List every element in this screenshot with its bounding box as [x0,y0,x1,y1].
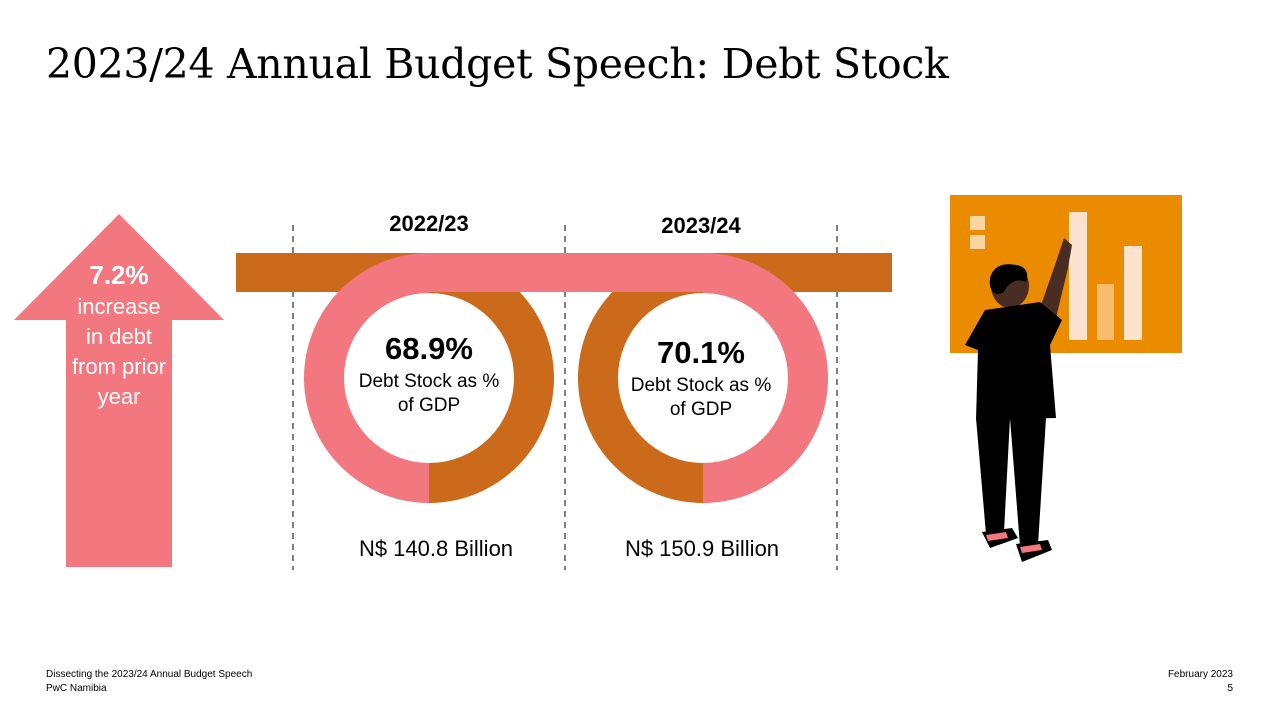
raised-arm [1040,238,1072,318]
torso [965,302,1062,420]
board-bar [1097,284,1114,340]
board-bar [1124,246,1142,340]
debt-amount: N$ 140.8 Billion [358,536,514,561]
ring-1-left [304,253,429,503]
leg [1010,418,1046,546]
ring-2-left [578,253,703,503]
leg [976,418,1010,534]
footer-date: February 2023 [1167,669,1233,680]
debt-percent: 68.9% [385,331,473,366]
debt-amount: N$ 150.9 Billion [624,536,780,561]
arrow-percent: 7.2% [89,260,149,290]
year-label: 2023/24 [661,213,741,238]
ring-1-right [429,253,554,503]
board-square [970,216,985,230]
arrow-text: 7.2% increase in debt from prior year [66,258,172,412]
debt-description: Debt Stock as % of GDP [358,371,500,416]
ring-2-right [703,253,828,503]
debt-description: Debt Stock as % of GDP [630,375,772,420]
sock [1020,544,1042,553]
footer-company: PwC Namibia [46,683,107,694]
board-bar [1069,212,1087,340]
page-title: 2023/24 Annual Budget Speech: Debt Stock [46,40,949,88]
pink-ribbon [429,253,703,292]
footer-speech-title: Dissecting the 2023/24 Annual Budget Spe… [46,669,253,680]
up-arrow-icon [14,214,224,567]
board-square [970,235,985,249]
hair [989,264,1028,294]
debt-percent: 70.1% [657,335,745,370]
sock [986,532,1008,541]
arrow-description: increase in debt from prior year [71,294,167,409]
page-number: 5 [1227,683,1233,694]
year-label: 2022/23 [389,211,469,236]
footer-left: Dissecting the 2023/24 Annual Budget Spe… [46,668,252,696]
footer-right: February 2023 5 [1168,668,1233,696]
